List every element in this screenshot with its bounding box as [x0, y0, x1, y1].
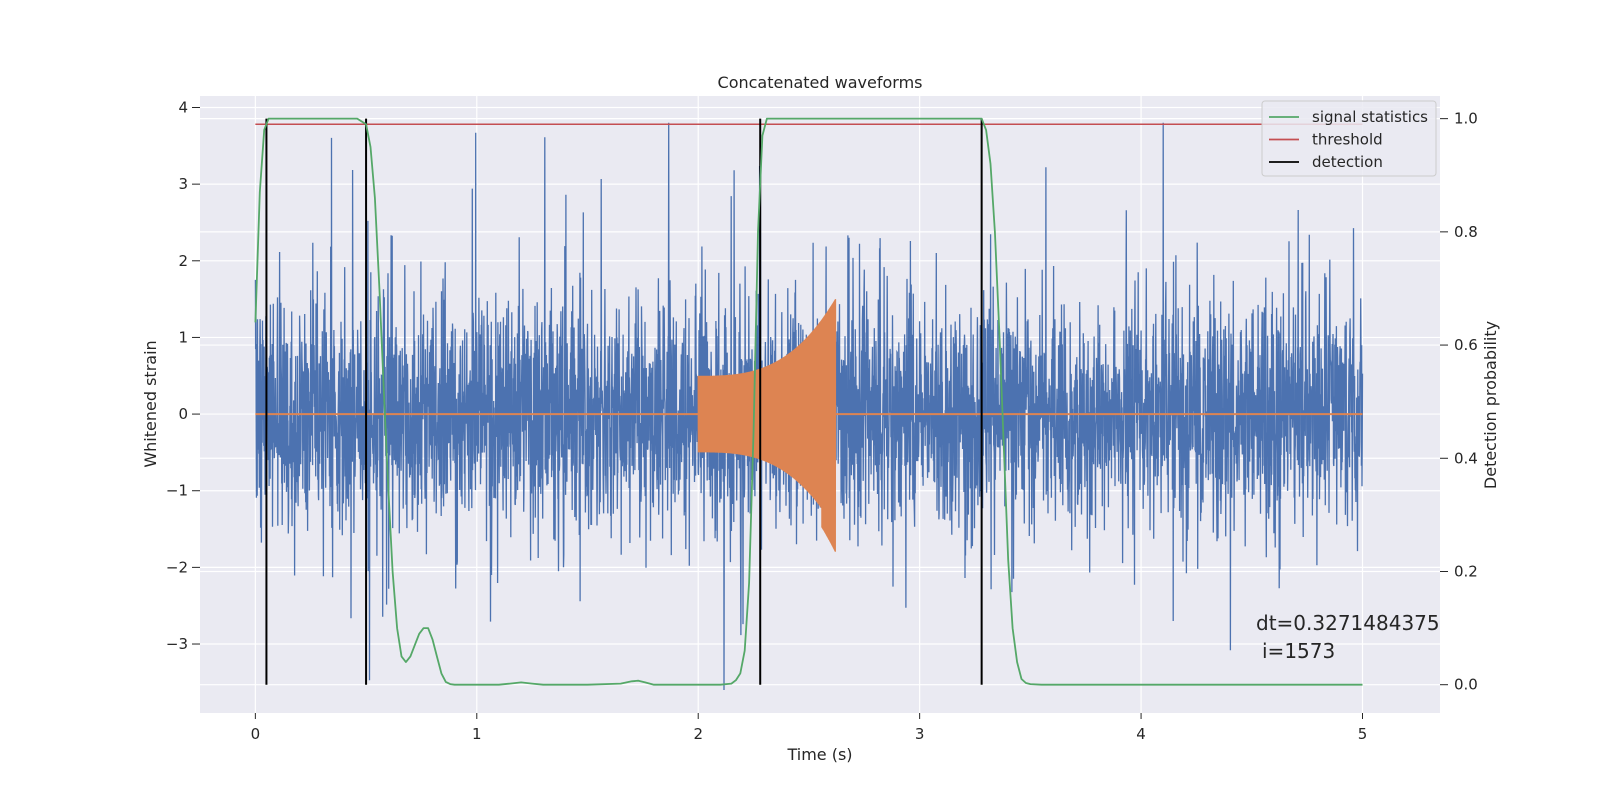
y-right-tick-label: 1.0	[1454, 110, 1478, 128]
y-tick-label: −1	[166, 482, 188, 500]
right-axis-series	[254, 117, 1363, 686]
x-tick-label: 3	[915, 725, 925, 743]
y-axis-label: Whitened strain	[141, 340, 160, 467]
x-tick-label: 0	[251, 725, 261, 743]
y-tick-label: 1	[178, 328, 188, 346]
x-axis-label: Time (s)	[786, 745, 852, 764]
y-tick-label: 3	[178, 175, 188, 193]
signal-statistics-line	[254, 117, 1363, 686]
x-tick-label: 1	[472, 725, 482, 743]
annotation-i: i=1573	[1262, 639, 1335, 663]
x-axis-ticks: 0 1 2 3 4 5	[251, 713, 1368, 743]
y-right-tick-label: 0.6	[1454, 336, 1478, 354]
y-right-tick-label: 0.2	[1454, 562, 1478, 580]
chart-title: Concatenated waveforms	[718, 73, 923, 92]
legend: signal statistics threshold detection	[1261, 100, 1437, 177]
template-series	[255, 299, 1363, 552]
x-tick-label: 2	[693, 725, 703, 743]
annotation-dt: dt=0.3271484375	[1256, 611, 1440, 635]
template-chirp	[697, 299, 837, 552]
legend-box	[1261, 100, 1437, 177]
x-tick-label: 5	[1358, 725, 1368, 743]
x-tick-label: 4	[1136, 725, 1146, 743]
y-tick-label: 4	[178, 98, 188, 116]
y-tick-label: −2	[166, 558, 188, 576]
y-right-axis-ticks: 0.0 0.2 0.4 0.6 0.8 1.0	[1440, 110, 1478, 694]
legend-label: threshold	[1312, 131, 1383, 149]
y-tick-label: 2	[178, 252, 188, 270]
y-axis-ticks: −3 −2 −1 0 1 2 3 4	[166, 98, 200, 653]
annotation: dt=0.3271484375 i=1573	[1256, 611, 1440, 663]
y-right-tick-label: 0.0	[1454, 676, 1478, 694]
y-right-axis-label: Detection probability	[1481, 321, 1500, 489]
y-right-tick-label: 0.4	[1454, 449, 1478, 467]
y-tick-label: −3	[166, 635, 188, 653]
y-right-tick-label: 0.8	[1454, 223, 1478, 241]
y-tick-label: 0	[178, 405, 188, 423]
legend-label: detection	[1312, 153, 1383, 171]
legend-label: signal statistics	[1312, 108, 1428, 126]
